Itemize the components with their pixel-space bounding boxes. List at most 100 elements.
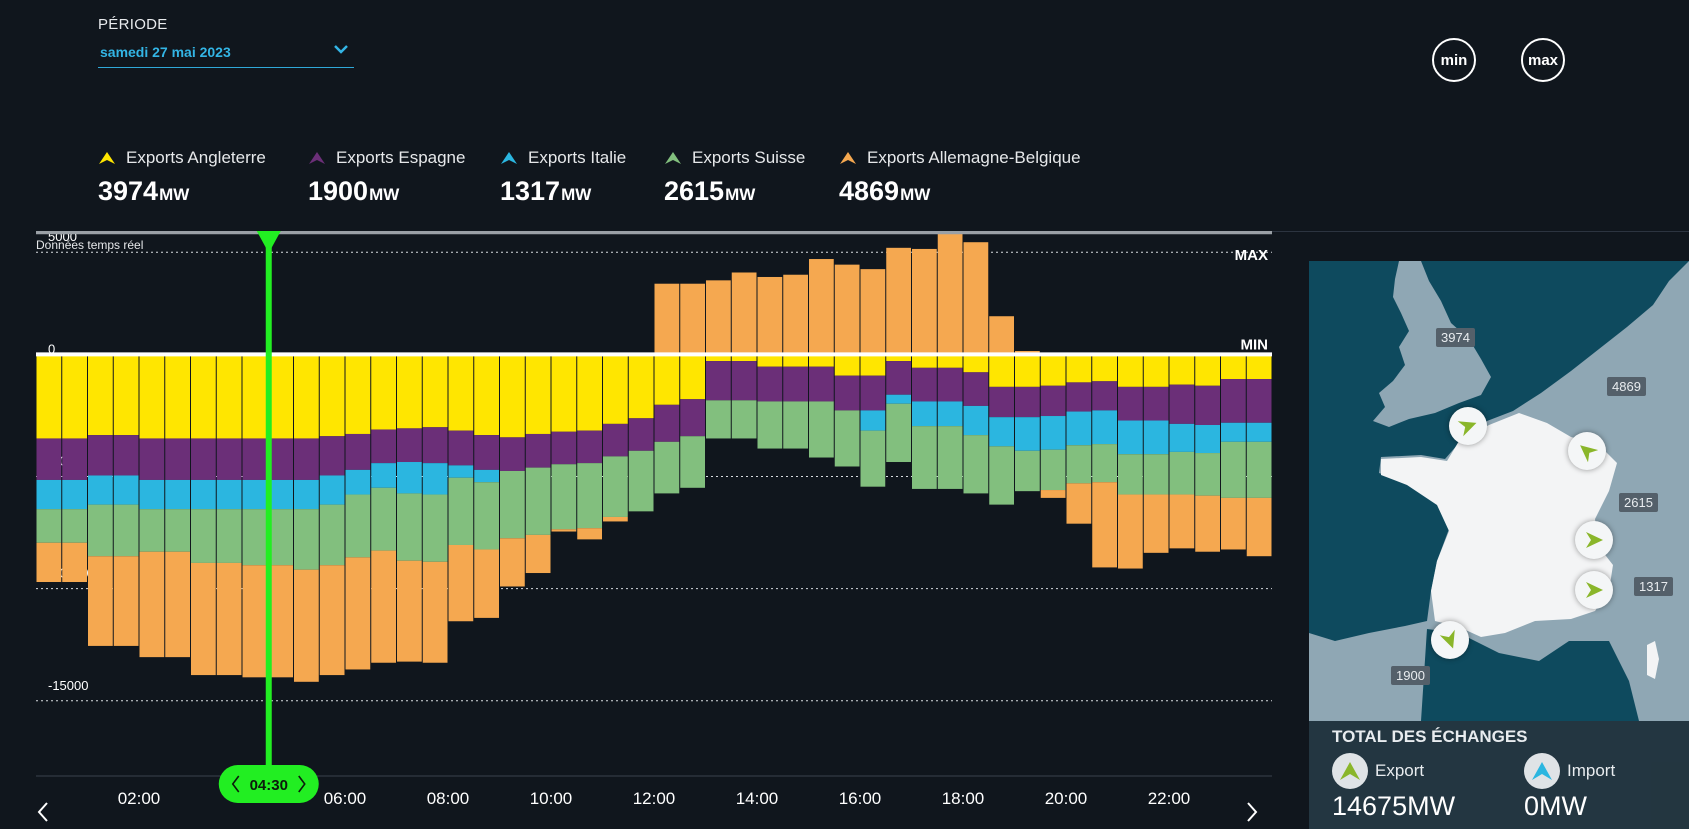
- bar-segment-1[interactable]: [1066, 354, 1092, 383]
- time-cursor-handle[interactable]: [256, 231, 281, 253]
- bar-segment-2[interactable]: [654, 404, 680, 442]
- bar-segment-5[interactable]: [422, 561, 448, 663]
- bar-segment-4[interactable]: [448, 477, 474, 545]
- bar-segment-1[interactable]: [371, 354, 396, 430]
- bar-segment-1[interactable]: [783, 354, 808, 367]
- bar-segment-1[interactable]: [139, 354, 165, 439]
- bar-segment-2[interactable]: [1040, 385, 1066, 417]
- bar-segment-1[interactable]: [628, 354, 654, 419]
- bar-segment-5[interactable]: [937, 233, 963, 355]
- bar-segment-1[interactable]: [860, 354, 886, 376]
- bar-segment-5[interactable]: [551, 529, 577, 532]
- bar-segment-4[interactable]: [860, 430, 886, 487]
- bar-segment-5[interactable]: [319, 565, 345, 676]
- bar-segment-5[interactable]: [88, 556, 113, 646]
- bar-segment-5[interactable]: [191, 562, 216, 676]
- bar-segment-4[interactable]: [1015, 450, 1040, 492]
- bar-segment-3[interactable]: [886, 394, 911, 404]
- bar-segment-2[interactable]: [139, 438, 165, 480]
- bar-segment-1[interactable]: [963, 354, 989, 373]
- bar-segment-3[interactable]: [1221, 422, 1246, 442]
- bar-segment-1[interactable]: [216, 354, 242, 439]
- bar-segment-1[interactable]: [551, 354, 577, 432]
- bar-segment-4[interactable]: [886, 403, 911, 463]
- bar-segment-4[interactable]: [809, 401, 834, 458]
- bar-segment-2[interactable]: [88, 435, 113, 476]
- bar-segment-4[interactable]: [525, 467, 551, 535]
- bar-segment-3[interactable]: [912, 401, 937, 427]
- bar-segment-2[interactable]: [371, 429, 396, 464]
- bar-segment-1[interactable]: [268, 354, 293, 439]
- map-arrow-italie[interactable]: [1575, 571, 1613, 609]
- bar-segment-5[interactable]: [1246, 497, 1272, 557]
- bar-segment-5[interactable]: [1092, 482, 1117, 568]
- bar-segment-4[interactable]: [216, 509, 242, 563]
- bar-segment-5[interactable]: [963, 242, 989, 355]
- bar-segment-3[interactable]: [165, 479, 190, 510]
- bar-segment-2[interactable]: [1221, 379, 1246, 423]
- bar-segment-2[interactable]: [1118, 386, 1143, 421]
- bar-segment-3[interactable]: [422, 463, 448, 495]
- bar-segment-3[interactable]: [1092, 410, 1117, 445]
- bar-segment-2[interactable]: [783, 366, 808, 402]
- bar-segment-1[interactable]: [680, 354, 705, 400]
- bar-segment-2[interactable]: [319, 436, 345, 476]
- bar-segment-4[interactable]: [1066, 445, 1092, 484]
- bar-segment-5[interactable]: [834, 264, 860, 355]
- bar-segment-3[interactable]: [294, 479, 319, 510]
- bar-segment-4[interactable]: [757, 401, 783, 449]
- bar-segment-3[interactable]: [1143, 420, 1169, 455]
- time-cursor-pill[interactable]: [218, 765, 319, 803]
- bar-segment-4[interactable]: [577, 463, 602, 529]
- bar-segment-3[interactable]: [113, 475, 139, 505]
- bar-segment-3[interactable]: [1015, 417, 1040, 451]
- bar-segment-2[interactable]: [1246, 379, 1272, 423]
- bar-segment-1[interactable]: [809, 354, 834, 367]
- bar-segment-2[interactable]: [809, 366, 834, 402]
- chevron-left-icon[interactable]: [36, 800, 50, 824]
- bar-segment-1[interactable]: [474, 354, 499, 436]
- bar-segment-2[interactable]: [397, 428, 422, 463]
- bar-segment-4[interactable]: [88, 504, 113, 557]
- bar-segment-2[interactable]: [268, 438, 293, 480]
- bar-segment-2[interactable]: [191, 438, 216, 480]
- bar-segment-4[interactable]: [912, 426, 937, 489]
- bar-segment-4[interactable]: [397, 493, 422, 561]
- bar-segment-1[interactable]: [113, 354, 139, 436]
- bar-segment-4[interactable]: [1143, 454, 1169, 495]
- bar-segment-5[interactable]: [113, 556, 139, 646]
- bar-segment-4[interactable]: [62, 509, 87, 543]
- bar-segment-5[interactable]: [268, 565, 293, 678]
- bar-segment-2[interactable]: [603, 423, 628, 457]
- bar-segment-4[interactable]: [113, 504, 139, 557]
- bar-segment-2[interactable]: [706, 361, 731, 401]
- bar-segment-3[interactable]: [62, 479, 87, 510]
- bar-segment-1[interactable]: [1221, 354, 1246, 380]
- bar-segment-2[interactable]: [525, 433, 551, 468]
- bar-segment-4[interactable]: [371, 487, 396, 551]
- bar-segment-4[interactable]: [36, 509, 62, 543]
- bar-segment-3[interactable]: [397, 462, 422, 494]
- bar-segment-2[interactable]: [1092, 381, 1117, 411]
- bar-segment-2[interactable]: [886, 361, 911, 395]
- max-button[interactable]: max: [1521, 38, 1565, 82]
- period-select[interactable]: samedi 27 mai 2023: [98, 40, 354, 68]
- bar-segment-1[interactable]: [757, 354, 783, 367]
- bar-segment-4[interactable]: [1169, 451, 1195, 495]
- bar-segment-4[interactable]: [628, 450, 654, 512]
- bar-segment-4[interactable]: [551, 464, 577, 530]
- bar-segment-5[interactable]: [36, 542, 62, 582]
- bar-segment-3[interactable]: [1246, 422, 1272, 442]
- bar-segment-1[interactable]: [1040, 354, 1066, 386]
- bar-segment-5[interactable]: [216, 562, 242, 676]
- bar-segment-2[interactable]: [36, 438, 62, 480]
- bar-segment-1[interactable]: [36, 354, 62, 439]
- bar-segment-5[interactable]: [886, 247, 911, 355]
- bar-segment-1[interactable]: [731, 354, 757, 362]
- bar-segment-1[interactable]: [294, 354, 319, 439]
- bar-segment-2[interactable]: [165, 438, 190, 480]
- bar-segment-3[interactable]: [345, 469, 371, 495]
- bar-segment-4[interactable]: [1221, 441, 1246, 498]
- bar-segment-1[interactable]: [1015, 354, 1040, 387]
- bar-segment-1[interactable]: [1118, 354, 1143, 387]
